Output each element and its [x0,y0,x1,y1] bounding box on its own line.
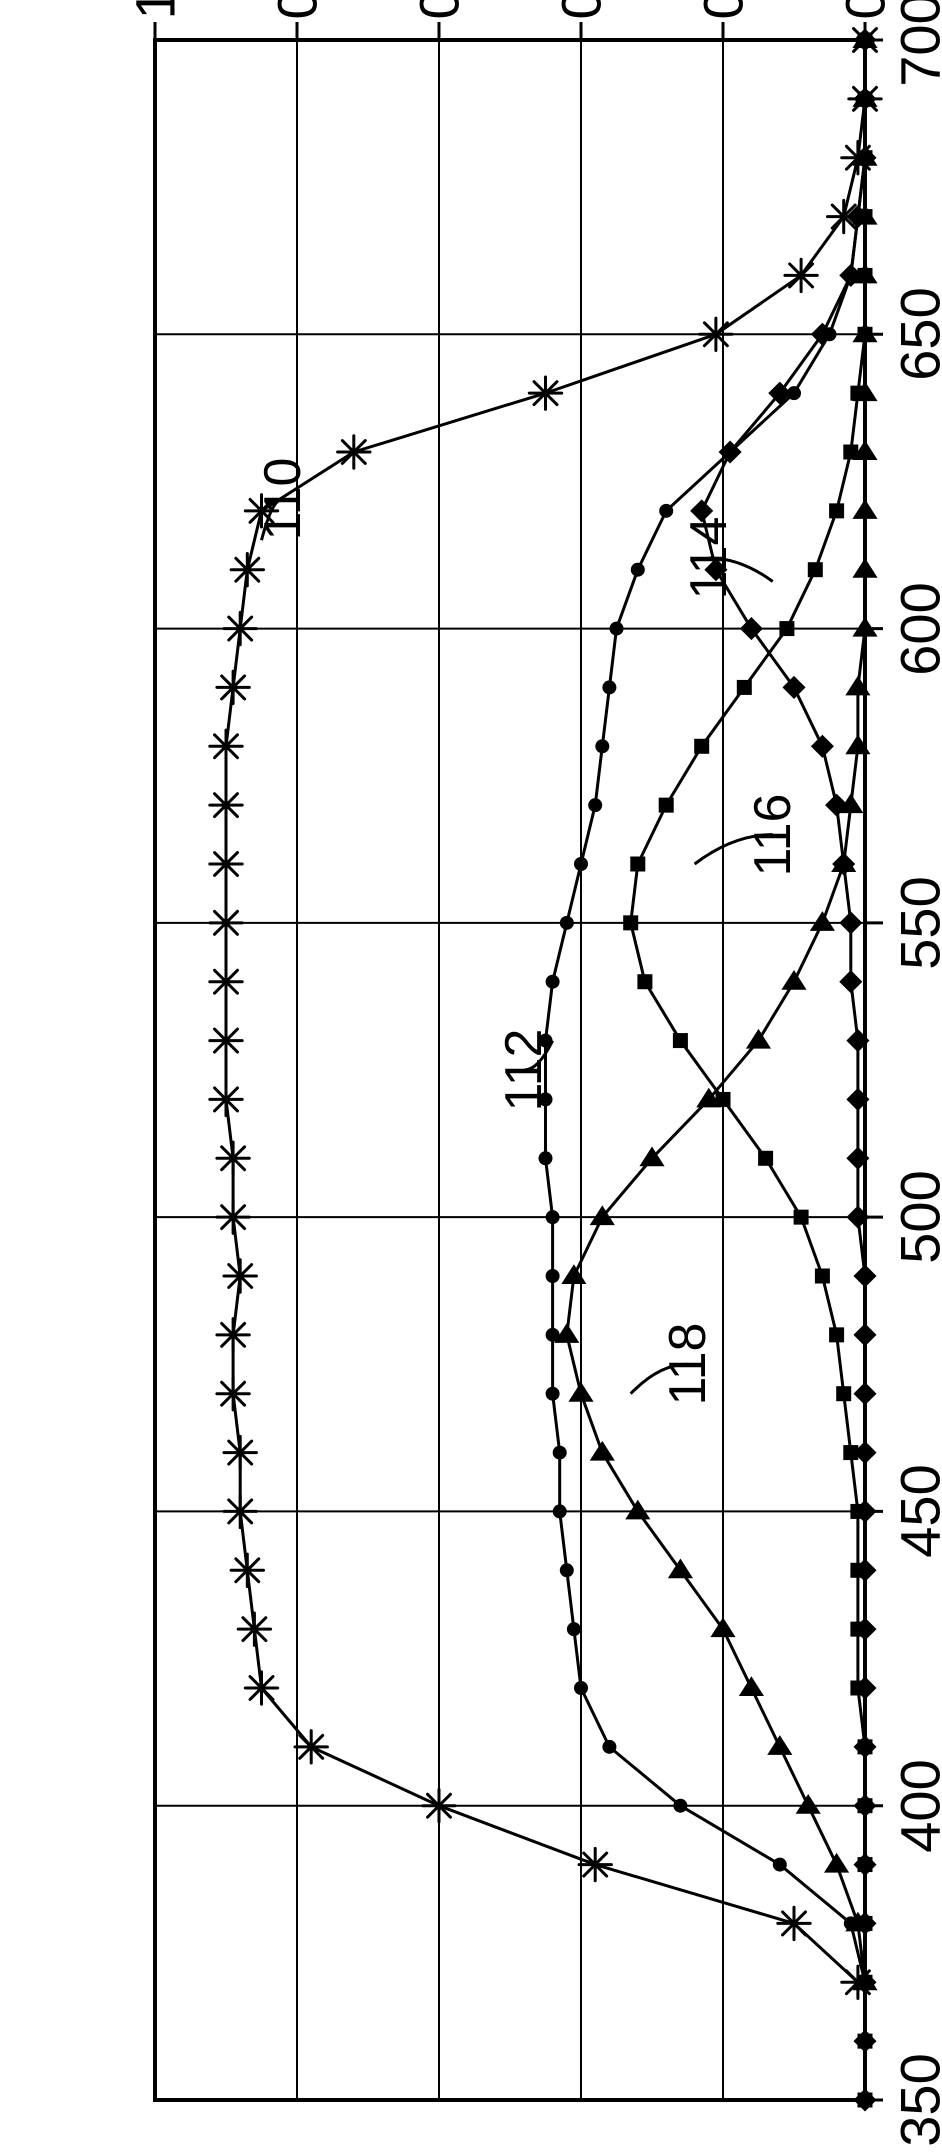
x-tick-label: 350 [888,2053,942,2146]
x-tick-label: 500 [888,1170,942,1263]
series-label-114: 114 [679,516,739,599]
chart-svg [0,0,942,2153]
series-label-112: 112 [494,1029,554,1112]
series-label-116: 116 [743,793,803,876]
y-tick-label: 0.80 [265,0,330,20]
series-label-110: 110 [253,458,313,541]
x-tick-label: 450 [888,1465,942,1558]
series-label-118: 118 [658,1323,718,1406]
x-tick-label: 550 [888,876,942,969]
x-tick-label: 700 [888,0,942,87]
line-chart: 0.000.200.400.600.801.003504004505005506… [0,0,942,2153]
y-tick-label: 0.60 [407,0,472,20]
x-tick-label: 600 [888,582,942,675]
y-tick-label: 0.40 [549,0,614,20]
y-tick-label: 1.00 [123,0,188,20]
y-tick-label: 0.20 [691,0,756,20]
x-tick-label: 650 [888,288,942,381]
x-tick-label: 400 [888,1759,942,1852]
